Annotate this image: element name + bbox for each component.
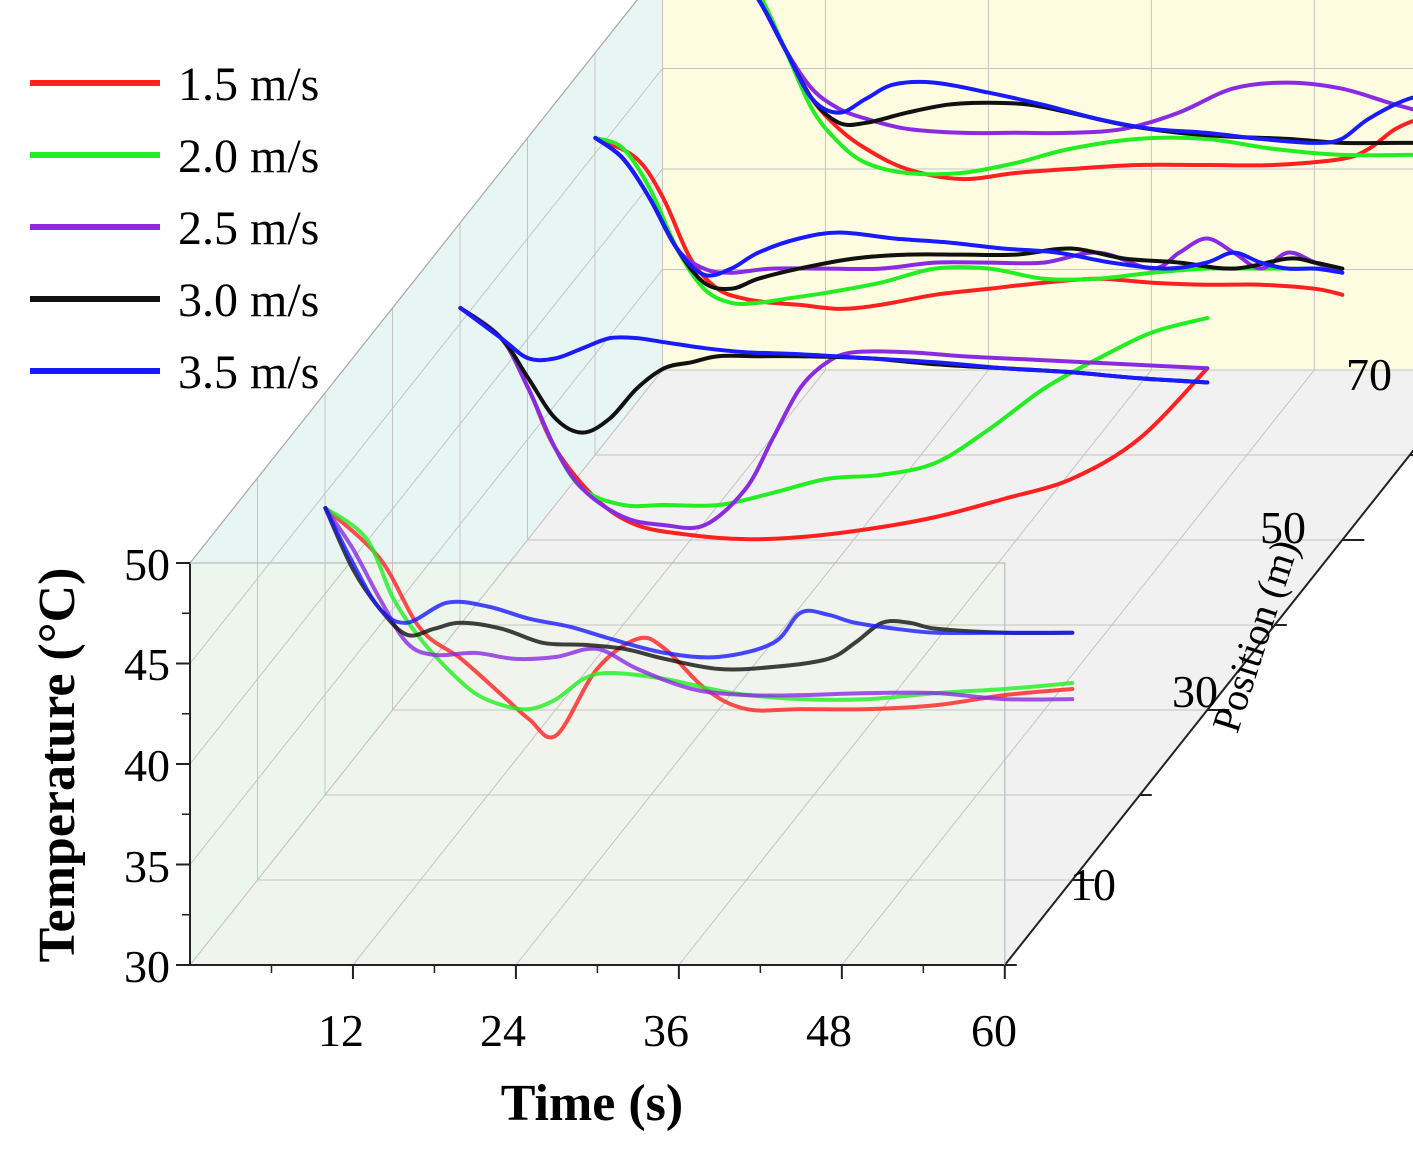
y-tick-label: 30 <box>124 941 170 992</box>
z-tick-label: 50 <box>1260 502 1306 553</box>
grid-line-temperature <box>189 168 1413 765</box>
series-line-3.5-pos30 <box>458 306 1210 385</box>
y-tick-label: 45 <box>124 639 170 690</box>
legend: 1.5 m/s 2.0 m/s 2.5 m/s 3.0 m/s 3.5 m/s <box>30 58 319 399</box>
axis-walls <box>190 0 1413 965</box>
legend-label: 2.5 m/s <box>178 202 319 255</box>
z-tick-label: 70 <box>1346 349 1392 400</box>
box-top-edge <box>189 0 638 564</box>
series-line-3.5-pos70 <box>756 0 1413 145</box>
series-line-3.5-pos50 <box>593 136 1345 278</box>
legend-label: 3.0 m/s <box>178 274 319 327</box>
y-axis-title: Temperature (°C) <box>29 568 86 963</box>
series-line-1.5-pos10 <box>323 506 1075 740</box>
x-tick-label: 60 <box>971 1005 1017 1056</box>
x-tick-label: 48 <box>806 1005 852 1056</box>
front-panel-edge <box>190 562 1006 965</box>
series-line-2.0-pos70 <box>760 0 1413 177</box>
legend-label: 2.0 m/s <box>178 130 319 183</box>
back-wall <box>662 0 1413 370</box>
z-tick-label: 30 <box>1172 666 1218 717</box>
x-tick-label: 24 <box>480 1005 526 1056</box>
series-line-2.5-pos30 <box>458 306 1210 531</box>
legend-label: 3.5 m/s <box>178 346 319 399</box>
legend-label: 1.5 m/s <box>178 58 319 111</box>
x-tick-label: 12 <box>318 1005 364 1056</box>
series-line-1.5-pos50 <box>593 136 1345 311</box>
z-axis-line <box>1004 449 1413 966</box>
x-axis-title: Time (s) <box>501 1075 683 1132</box>
series-line-3.5-pos10 <box>323 506 1075 660</box>
series-line-2.5-pos70 <box>756 0 1413 136</box>
x-tick-label: 36 <box>643 1005 689 1056</box>
series-curves <box>323 0 1413 740</box>
z-tick-label: 10 <box>1070 859 1116 910</box>
series-line-2.0-pos10 <box>323 506 1075 712</box>
series-line-2.5-pos10 <box>323 506 1075 702</box>
grid-line-temperature <box>189 68 1413 664</box>
y-tick-label: 35 <box>124 841 170 892</box>
y-tick-label: 50 <box>124 539 170 590</box>
series-line-3.0-pos10 <box>323 506 1075 672</box>
y-tick-label: 40 <box>124 740 170 791</box>
tick-marks <box>176 454 1413 979</box>
